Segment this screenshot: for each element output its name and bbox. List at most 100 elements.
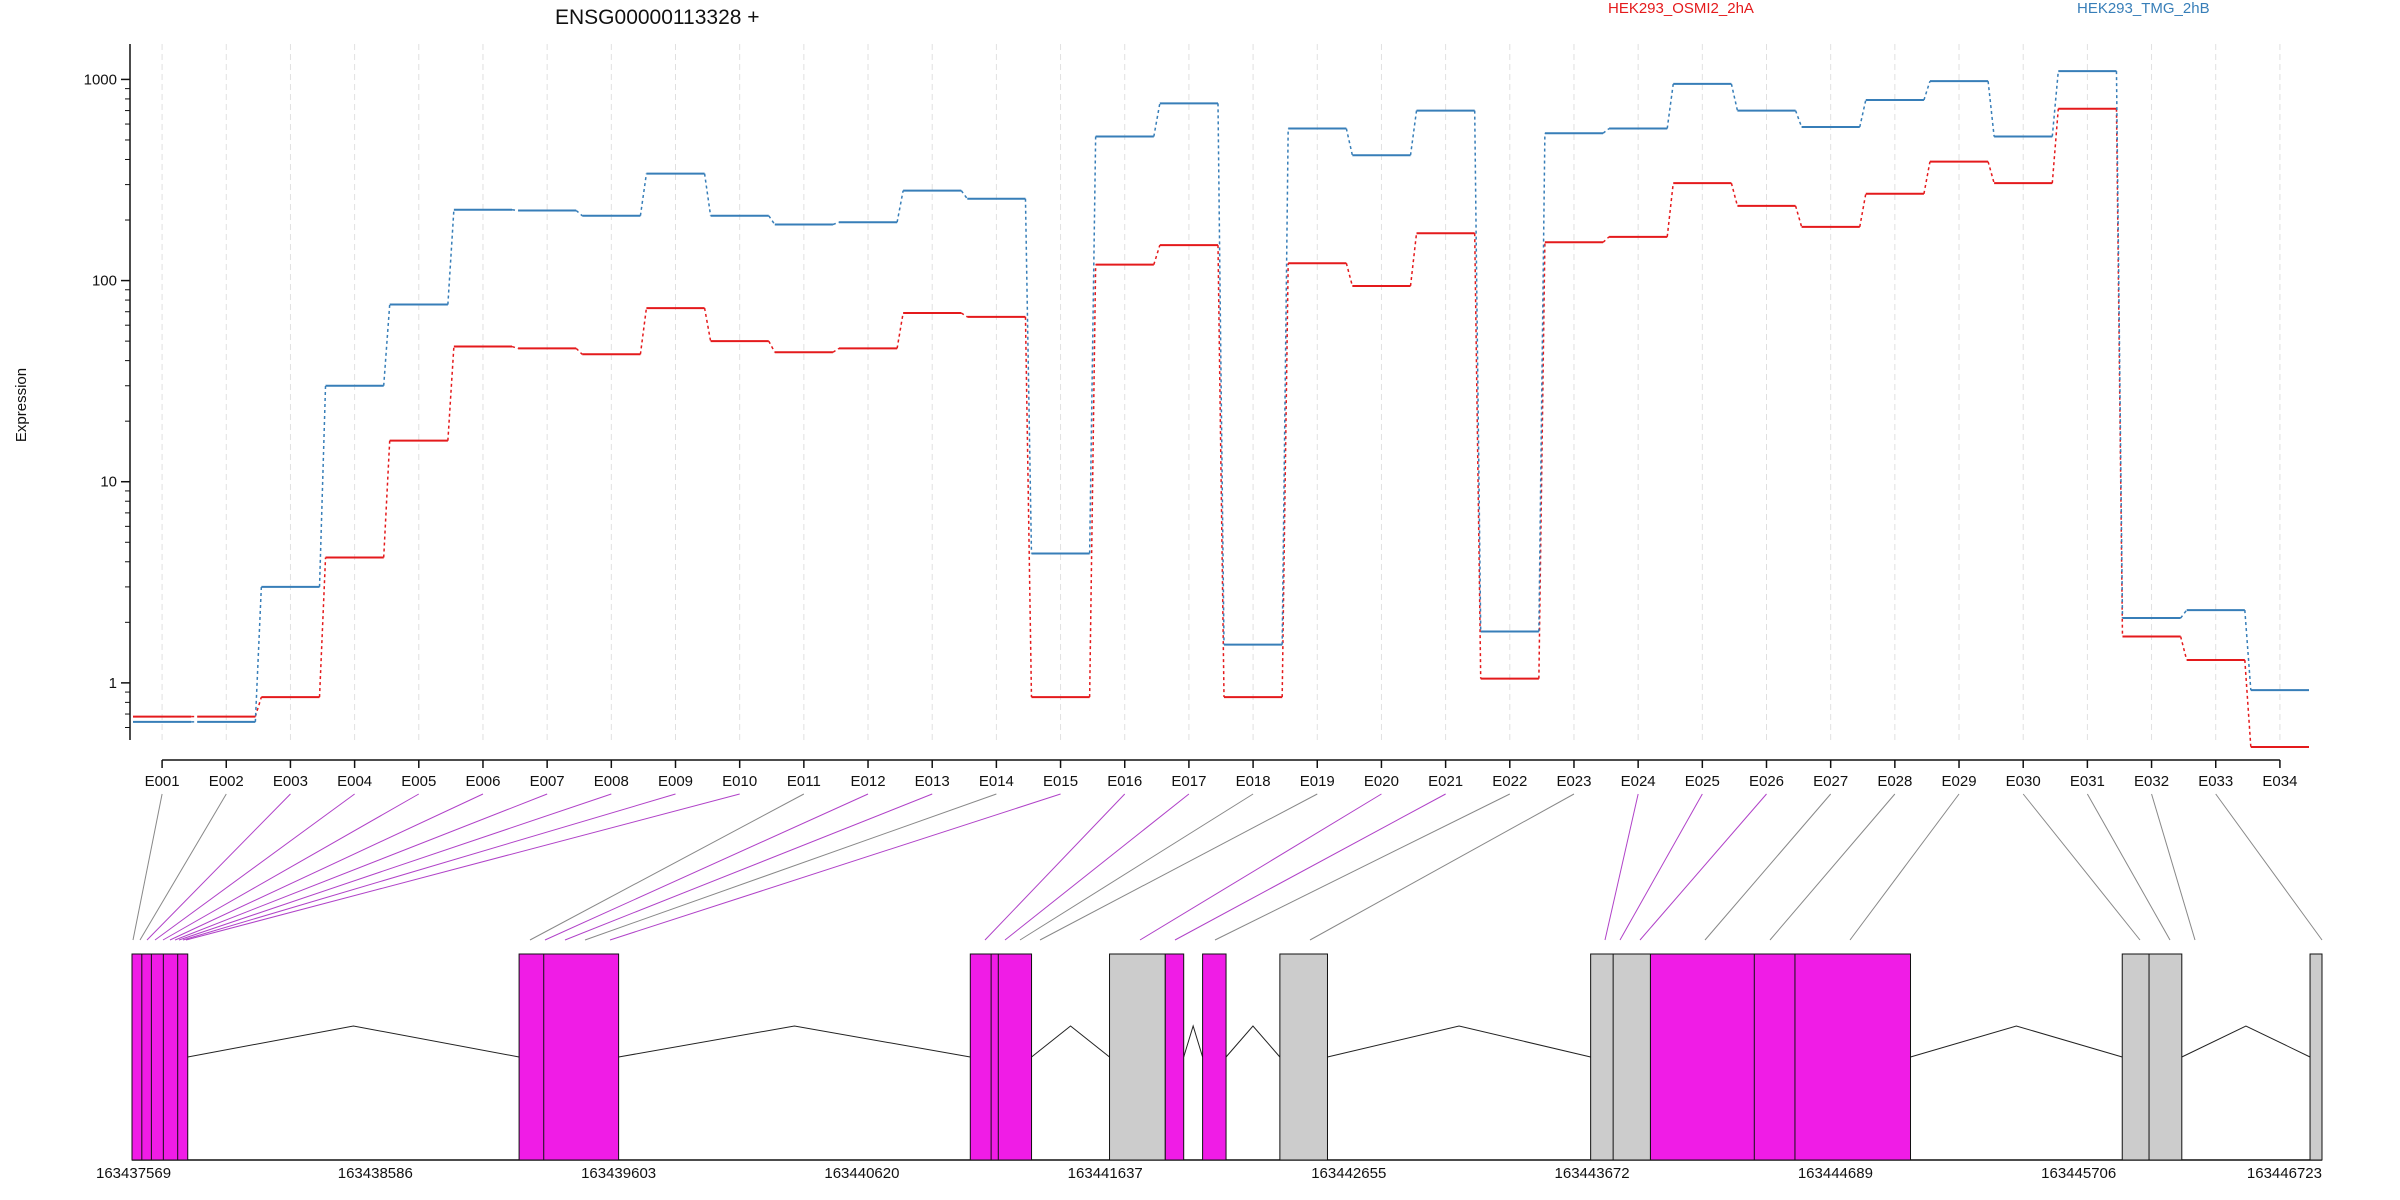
exon-label-E006: E006 (465, 773, 500, 790)
series-2-connector (639, 173, 648, 216)
series-2 (133, 70, 2309, 723)
series-1-connector (1666, 183, 1674, 237)
series-2-connector (896, 190, 904, 223)
series-2-connector (2244, 610, 2252, 691)
exon-label-E034: E034 (2262, 773, 2297, 790)
series-2-connector (511, 208, 519, 212)
series-1-connector (318, 557, 327, 698)
series-2-connector (2051, 71, 2060, 137)
series-2-connector (1666, 83, 1674, 129)
exon-label-E028: E028 (1877, 773, 1912, 790)
chart-title: ENSG00000113328 + (555, 6, 760, 29)
series-2-connector (1538, 133, 1546, 632)
exon-connector-E024 (1604, 793, 1639, 941)
exon-label-E001: E001 (145, 773, 180, 790)
exon-label-E016: E016 (1107, 773, 1142, 790)
exon-label-E014: E014 (979, 773, 1014, 790)
legend-series-1: HEK293_OSMI2_2hA (1608, 0, 1754, 17)
coordinate-label: 163441637 (1068, 1165, 1143, 1182)
exon-label-E032: E032 (2134, 773, 2169, 790)
exon-label-E005: E005 (401, 773, 436, 790)
exon-label-E008: E008 (594, 773, 629, 790)
series-1-connector (2115, 108, 2124, 637)
exon-connector-E027 (1704, 793, 1832, 941)
exon-label-E019: E019 (1300, 773, 1335, 790)
intron-line (1183, 1024, 1204, 1058)
series-1-connector (1794, 205, 1803, 228)
series-1-connector (447, 346, 455, 441)
series-2-connector (703, 173, 712, 216)
exon-connector-E015 (609, 793, 1061, 941)
series-2-connector (318, 385, 327, 587)
exon-label-E004: E004 (337, 773, 372, 790)
intron-line (1910, 1025, 2123, 1058)
exon-block (518, 953, 620, 1161)
series-2-connector (1473, 110, 1482, 632)
exon-connectors (132, 793, 2323, 941)
exon-connector-E014 (584, 793, 997, 941)
series-1-connector (1859, 193, 1867, 227)
exon-label-E025: E025 (1685, 773, 1720, 790)
coordinate-label: 163443672 (1555, 1165, 1630, 1182)
exon-connector-E011 (529, 793, 805, 941)
series-2-connector (1217, 103, 1225, 645)
series-1-connector (1602, 236, 1610, 243)
series-1-connector (896, 312, 904, 349)
intron-line (1327, 1025, 1591, 1058)
exon-block (1164, 953, 1185, 1161)
series-2-connector (1859, 99, 1867, 128)
series-2-connector (1987, 81, 1995, 137)
exon-connector-E009 (182, 793, 676, 941)
series-1-connector (1088, 264, 1097, 698)
series-2-connector (1024, 198, 1033, 554)
exon-label-E009: E009 (658, 773, 693, 790)
exon-label-E003: E003 (273, 773, 308, 790)
series-1-connector (1987, 161, 1995, 184)
exon-connector-E022 (1214, 793, 1511, 941)
series-1-connector (2179, 636, 2188, 661)
exon-connector-E032 (2151, 793, 2196, 941)
exon-label-E018: E018 (1236, 773, 1271, 790)
exon-connector-E003 (146, 793, 291, 941)
exon-connector-E030 (2022, 793, 2141, 941)
intron-line (1031, 1025, 1110, 1058)
series-1-connector (703, 307, 712, 342)
grid-lines (161, 44, 2281, 740)
exon-connector-E013 (564, 793, 933, 941)
series-2-connector (1345, 128, 1354, 156)
series-2-connector (1409, 110, 1418, 156)
exon-connector-E017 (1004, 793, 1190, 941)
series-2-connector (1730, 83, 1739, 111)
exon-block (1202, 953, 1227, 1161)
y-tick-label: 100 (92, 273, 117, 290)
exon-connector-E001 (132, 793, 163, 941)
exon-connector-E010 (185, 793, 740, 941)
exon-label-E007: E007 (530, 773, 565, 790)
exon-connector-E008 (178, 793, 612, 941)
exon-connector-E006 (169, 793, 484, 941)
exon-block (1590, 953, 1651, 1161)
series-1-connector (832, 347, 840, 353)
exon-block (2121, 953, 2183, 1161)
exon-label-E027: E027 (1813, 773, 1848, 790)
exon-block (1109, 953, 1166, 1161)
exon-label-E023: E023 (1556, 773, 1591, 790)
exon-label-E011: E011 (787, 773, 821, 790)
series-1-connector (1345, 263, 1354, 287)
exon-connector-E007 (174, 793, 548, 941)
y-tick-label: 1 (109, 675, 117, 692)
series-2-connector (1153, 103, 1161, 137)
intron-line (2181, 1025, 2311, 1058)
exon-label-E031: E031 (2070, 773, 2105, 790)
series-1-connector (1153, 244, 1161, 265)
coordinate-label: 163446723 (2247, 1165, 2322, 1182)
series-2-connector (1923, 80, 1931, 101)
series-2-connector (832, 221, 840, 226)
series-2-connector (1794, 110, 1803, 128)
exon-connector-E033 (2215, 793, 2323, 941)
coordinate-label: 163442655 (1311, 1165, 1386, 1182)
series-1-connector (1409, 233, 1418, 287)
exon-label-E030: E030 (2006, 773, 2041, 790)
series-1-connector (2244, 659, 2252, 748)
